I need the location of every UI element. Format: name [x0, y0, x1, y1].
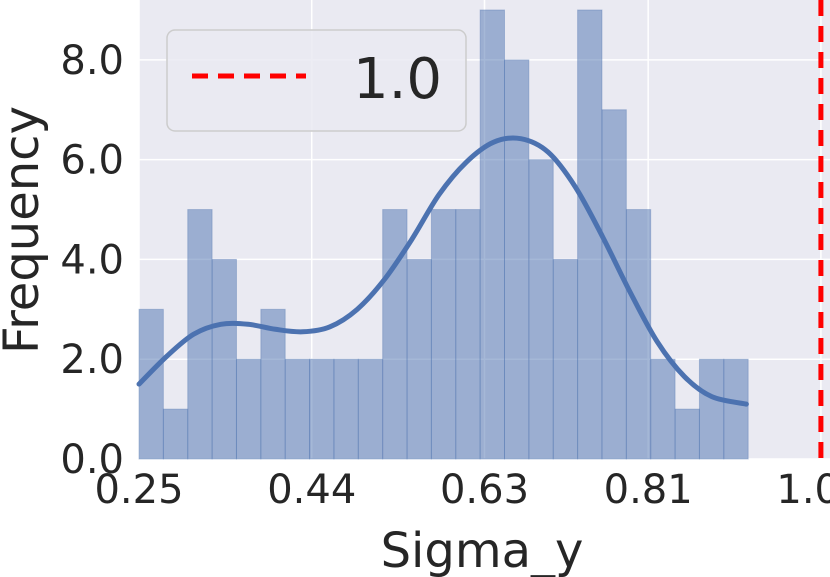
y-tick-label: 2.0: [60, 337, 124, 383]
histogram-bar: [723, 358, 749, 460]
histogram-bar: [138, 308, 164, 460]
histogram-bar: [382, 209, 408, 460]
histogram-bar: [674, 408, 700, 460]
x-tick-labels: 0.25 0.44 0.63 0.81 1.00: [94, 467, 830, 513]
histogram-bar: [333, 358, 359, 460]
histogram-bar: [455, 209, 481, 460]
x-tick-label: 0.63: [440, 467, 529, 513]
x-tick-label: 1.00: [776, 467, 830, 513]
y-tick-labels: 0.0 2.0 4.0 6.0 8.0: [60, 38, 124, 483]
x-tick-label: 0.81: [604, 467, 693, 513]
y-tick-label: 4.0: [60, 237, 124, 283]
histogram-bar: [162, 408, 189, 460]
kde-curve: [136, 135, 749, 407]
histogram-bar: [187, 209, 213, 460]
x-tick-label: 0.25: [94, 467, 183, 513]
histogram-bar: [284, 358, 311, 460]
x-axis-label: Sigma_y: [381, 523, 584, 577]
histogram-bar: [504, 59, 530, 460]
y-axis-label: Frequency: [0, 106, 50, 354]
histogram-bar: [260, 308, 286, 460]
histogram-bar: [601, 109, 627, 460]
histogram-bar: [309, 358, 335, 460]
histogram-bar: [625, 209, 652, 460]
y-tick-label: 8.0: [60, 38, 124, 84]
histogram-bar: [698, 358, 725, 460]
legend-label: 1.0: [353, 47, 442, 112]
legend-box: [166, 29, 467, 132]
histogram-bar: [479, 9, 506, 460]
histogram-bars: [138, 9, 749, 460]
histogram-bar: [406, 258, 432, 460]
histogram-bar: [211, 258, 237, 460]
y-tick-label: 0.0: [60, 437, 124, 483]
legend: 1.0: [166, 29, 467, 132]
histogram-bar: [357, 358, 384, 460]
x-tick-label: 0.44: [267, 467, 356, 513]
histogram-bar: [528, 159, 554, 460]
y-tick-label: 6.0: [60, 138, 124, 184]
histogram-bar: [430, 209, 457, 460]
histogram-bar: [577, 9, 603, 460]
histogram-bar: [552, 258, 579, 460]
histogram-bar: [650, 358, 676, 460]
histogram-bar: [235, 358, 262, 460]
